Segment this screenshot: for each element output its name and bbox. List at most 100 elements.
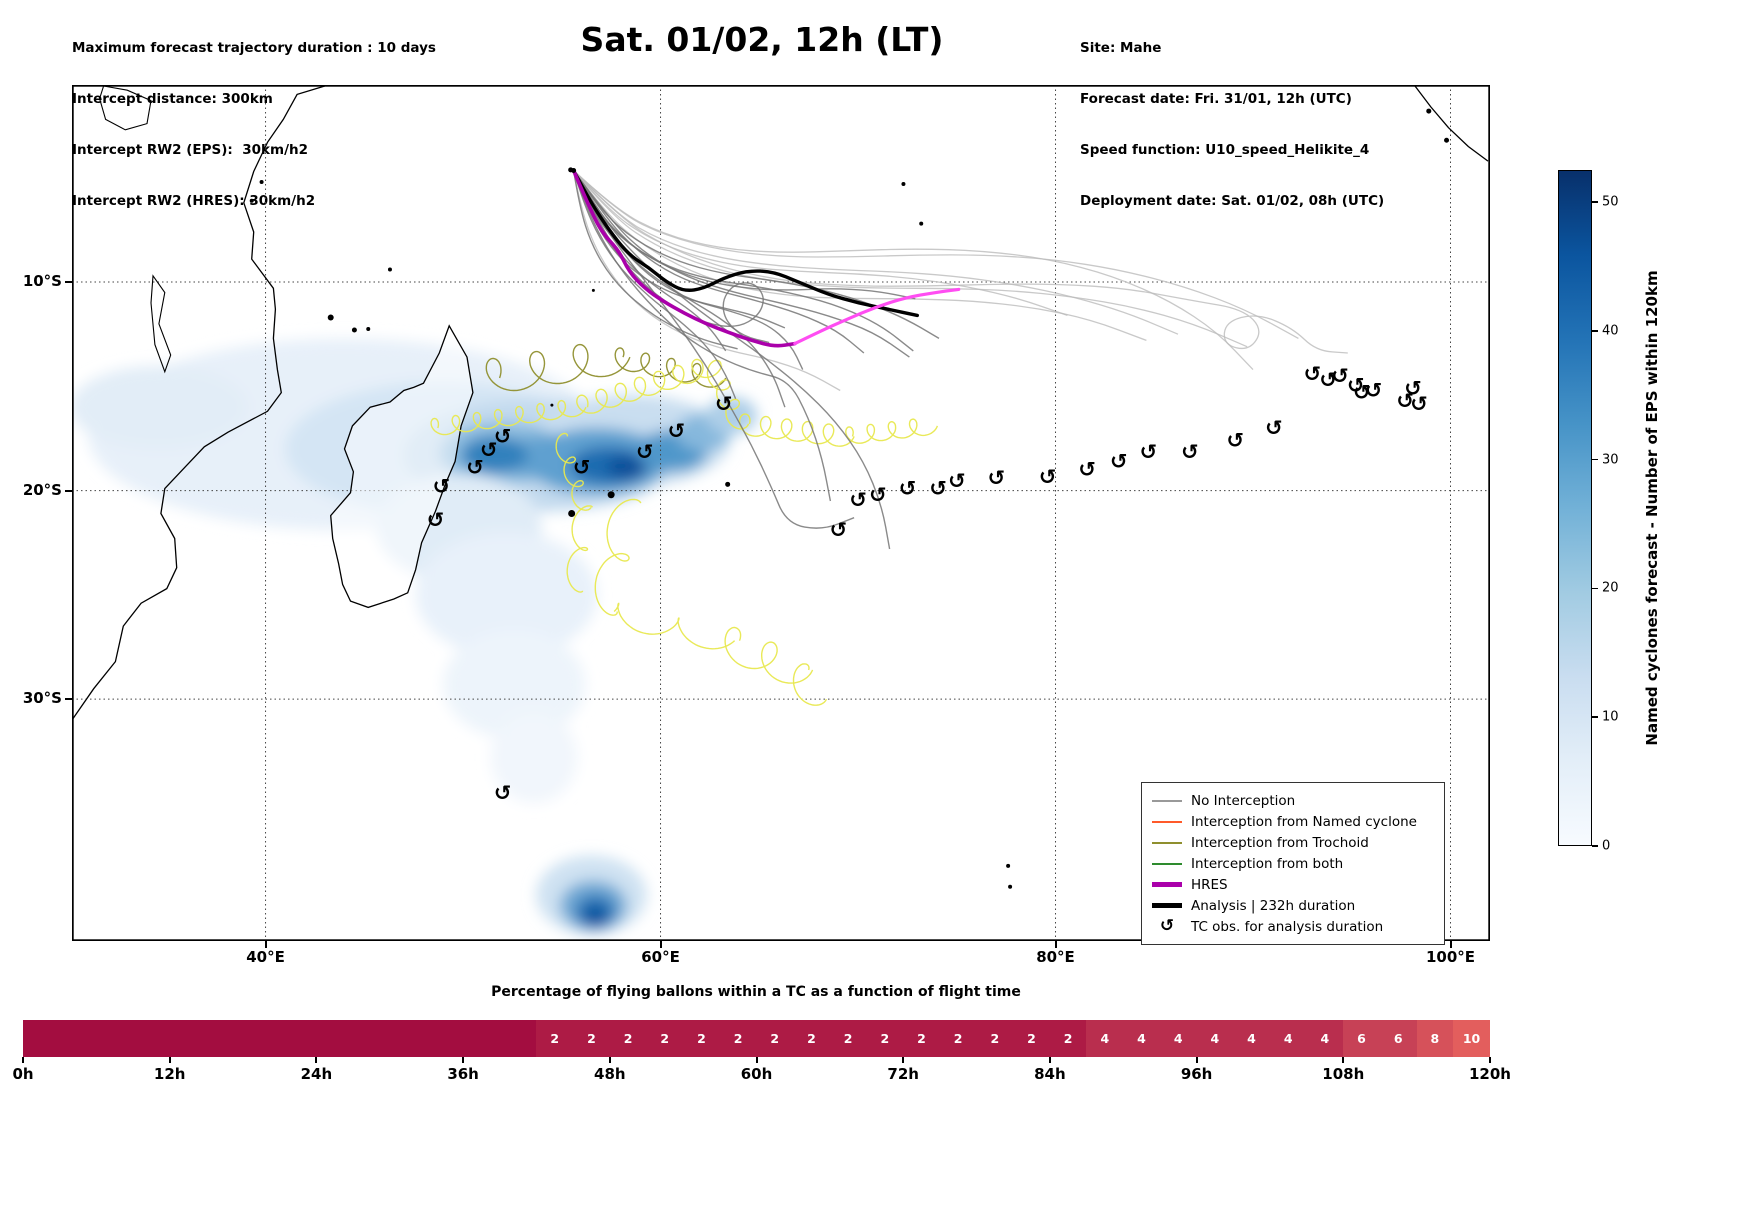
flight-bar-cell <box>389 1020 427 1057</box>
colorbar-gradient <box>1558 170 1592 846</box>
tc-obs-marker: ↺ <box>1396 389 1414 413</box>
ensemble-member-light <box>573 170 1254 371</box>
tc-obs-glyph: ↺ <box>1159 916 1175 936</box>
header-right-block: Site: Mahe Forecast date: Fri. 31/01, 12… <box>1080 6 1384 244</box>
gridlines <box>72 85 1490 941</box>
trochoid-track-yellow <box>792 663 828 706</box>
tc-obs-marker: ↺ <box>849 488 867 512</box>
coastline-sumatra-coast <box>1414 85 1489 162</box>
flight-bar-cell: 4 <box>1269 1020 1307 1057</box>
map-canvas: ↺↺ ↺ ↺ ↺ ↺ ↺ ↺ ↺ ↺ ↺ ↺ ↺↺↺↺↺↺↺↺ ↺↺↺↺↺↺↺↺↺↺↺↺↺ <box>72 85 1490 941</box>
x-tick-mark <box>1449 941 1452 948</box>
flight-bar-cell: 2 <box>756 1020 794 1057</box>
y-tick-label: 20°S <box>22 480 62 499</box>
legend-line <box>1152 799 1182 802</box>
density-blob <box>461 436 529 474</box>
tc-obs-marker: ↺ <box>1265 416 1283 440</box>
y-tick-mark <box>65 489 72 492</box>
legend-line-swatch <box>1152 903 1182 908</box>
tc-obs-marker: ↺ <box>1331 364 1349 388</box>
flight-axis-label: 48h <box>594 1065 626 1083</box>
analysis-track <box>571 168 919 318</box>
x-tick-mark <box>1054 941 1057 948</box>
flight-axis-label: 72h <box>887 1065 919 1083</box>
tc-obs-markers: ↺↺ ↺ ↺ ↺ ↺ ↺ ↺ ↺ ↺ ↺ ↺ ↺↺↺↺↺↺↺↺ ↺↺↺↺↺↺↺↺↺↺↺↺↺ <box>427 362 1428 805</box>
header-intercept-rw2-eps: Intercept RW2 (EPS): 30km/h2 <box>72 142 308 158</box>
map-content: ↺↺ ↺ ↺ ↺ ↺ ↺ ↺ ↺ ↺ ↺ ↺ ↺↺↺↺↺↺↺↺ ↺↺↺↺↺↺↺↺↺↺↺↺↺ <box>72 85 1490 941</box>
flight-axis-tick <box>22 1057 24 1063</box>
flight-bar-cell: 2 <box>683 1020 720 1057</box>
legend-label: Interception from both <box>1191 855 1344 872</box>
legend-item: HRES <box>1152 874 1434 895</box>
flight-axis-tick <box>1195 1057 1198 1063</box>
coastline-africa-east-coast <box>72 85 325 721</box>
map-frame <box>72 85 1490 941</box>
flight-bar-cell: 4 <box>1196 1020 1234 1057</box>
flight-bar-cell: 2 <box>866 1020 904 1057</box>
legend-line-swatch <box>1152 841 1182 844</box>
ensemble-member-light <box>573 170 1348 354</box>
tc-obs-marker: ↺ <box>1110 449 1128 473</box>
legend-item: No Interception <box>1152 790 1434 811</box>
tc-obs-marker: ↺ <box>1140 440 1158 464</box>
tc-obs-marker: ↺ <box>829 518 847 542</box>
tc-obs-marker: ↺ <box>1404 376 1422 400</box>
trochoid-track-yellow <box>430 399 587 436</box>
flight-axis-tick <box>755 1057 758 1063</box>
flight-bar-cell <box>316 1020 354 1057</box>
tc-obs-marker: ↺ <box>1410 392 1428 416</box>
flight-bar-cell: 2 <box>1013 1020 1050 1057</box>
tc-obs-marker: ↺ <box>668 419 686 443</box>
y-tick-label: 30°S <box>22 689 62 708</box>
colorbar-tick-label: 40 <box>1602 323 1619 339</box>
legend-line <box>1152 820 1182 823</box>
flight-axis-tick <box>462 1057 465 1063</box>
y-tick-mark <box>65 698 72 701</box>
legend-label: TC obs. for analysis duration <box>1191 918 1384 935</box>
ensemble-member <box>572 170 855 529</box>
x-tick-label: 60°E <box>641 948 680 966</box>
island-dot <box>1008 884 1013 889</box>
colorbar-tick-mark <box>1592 201 1598 203</box>
tc-obs-marker: ↺ <box>929 476 947 500</box>
tc-obs-marker: ↺ <box>1353 381 1371 405</box>
flight-bar-cell: 4 <box>1123 1020 1160 1057</box>
header-deployment-date: Deployment date: Sat. 01/02, 08h (UTC) <box>1080 193 1385 209</box>
flight-bar-title: Percentage of flying ballons within a TC… <box>491 984 1021 1000</box>
flight-bar-cell: 2 <box>719 1020 757 1057</box>
ensemble_light <box>572 170 1348 392</box>
flight-axis-tick <box>1342 1057 1345 1063</box>
ensemble-member <box>572 170 916 300</box>
tc-obs-marker: ↺ <box>1226 429 1244 453</box>
colorbar-tick-mark <box>1592 587 1598 590</box>
flight-axis-label: 108h <box>1322 1065 1365 1083</box>
flight-bar-cell: 6 <box>1379 1020 1417 1057</box>
flight-axis-label: 120h <box>1469 1065 1511 1083</box>
colorbar: 0 10 20 30 40 50 <box>1558 170 1698 854</box>
legend-line-swatch <box>1152 799 1182 802</box>
flight-bar-cell <box>353 1020 390 1057</box>
tc-obs-marker: ↺ <box>1347 373 1365 397</box>
flight-bar-cell: 2 <box>646 1020 684 1057</box>
island-dot <box>607 491 615 499</box>
flight-bar-cell: 8 <box>1416 1020 1454 1057</box>
legend-item: Analysis | 232h duration <box>1152 895 1434 916</box>
flight-axis-label: 12h <box>153 1065 186 1083</box>
x-tick-mark <box>659 941 662 948</box>
legend-item: Interception from both <box>1152 853 1434 874</box>
tc-obs-marker: ↺ <box>494 424 512 448</box>
flight-bar-cell <box>499 1020 537 1057</box>
ensemble-member-light <box>572 170 841 392</box>
tc-obs-marker: ↺ <box>1365 378 1383 402</box>
legend-line <box>1152 862 1182 865</box>
tc-obs-marker: ↺ <box>636 440 654 464</box>
legend-label: Interception from Named cyclone <box>1191 813 1417 830</box>
island-dot <box>249 198 254 203</box>
colorbar-tick-label: 50 <box>1602 194 1619 210</box>
colorbar-tick-mark <box>1592 458 1598 461</box>
tc-obs-marker: ↺ <box>948 469 966 493</box>
tc-obs-marker: ↺ <box>1181 440 1199 464</box>
density-blob <box>584 906 607 926</box>
legend-line <box>1152 903 1182 908</box>
